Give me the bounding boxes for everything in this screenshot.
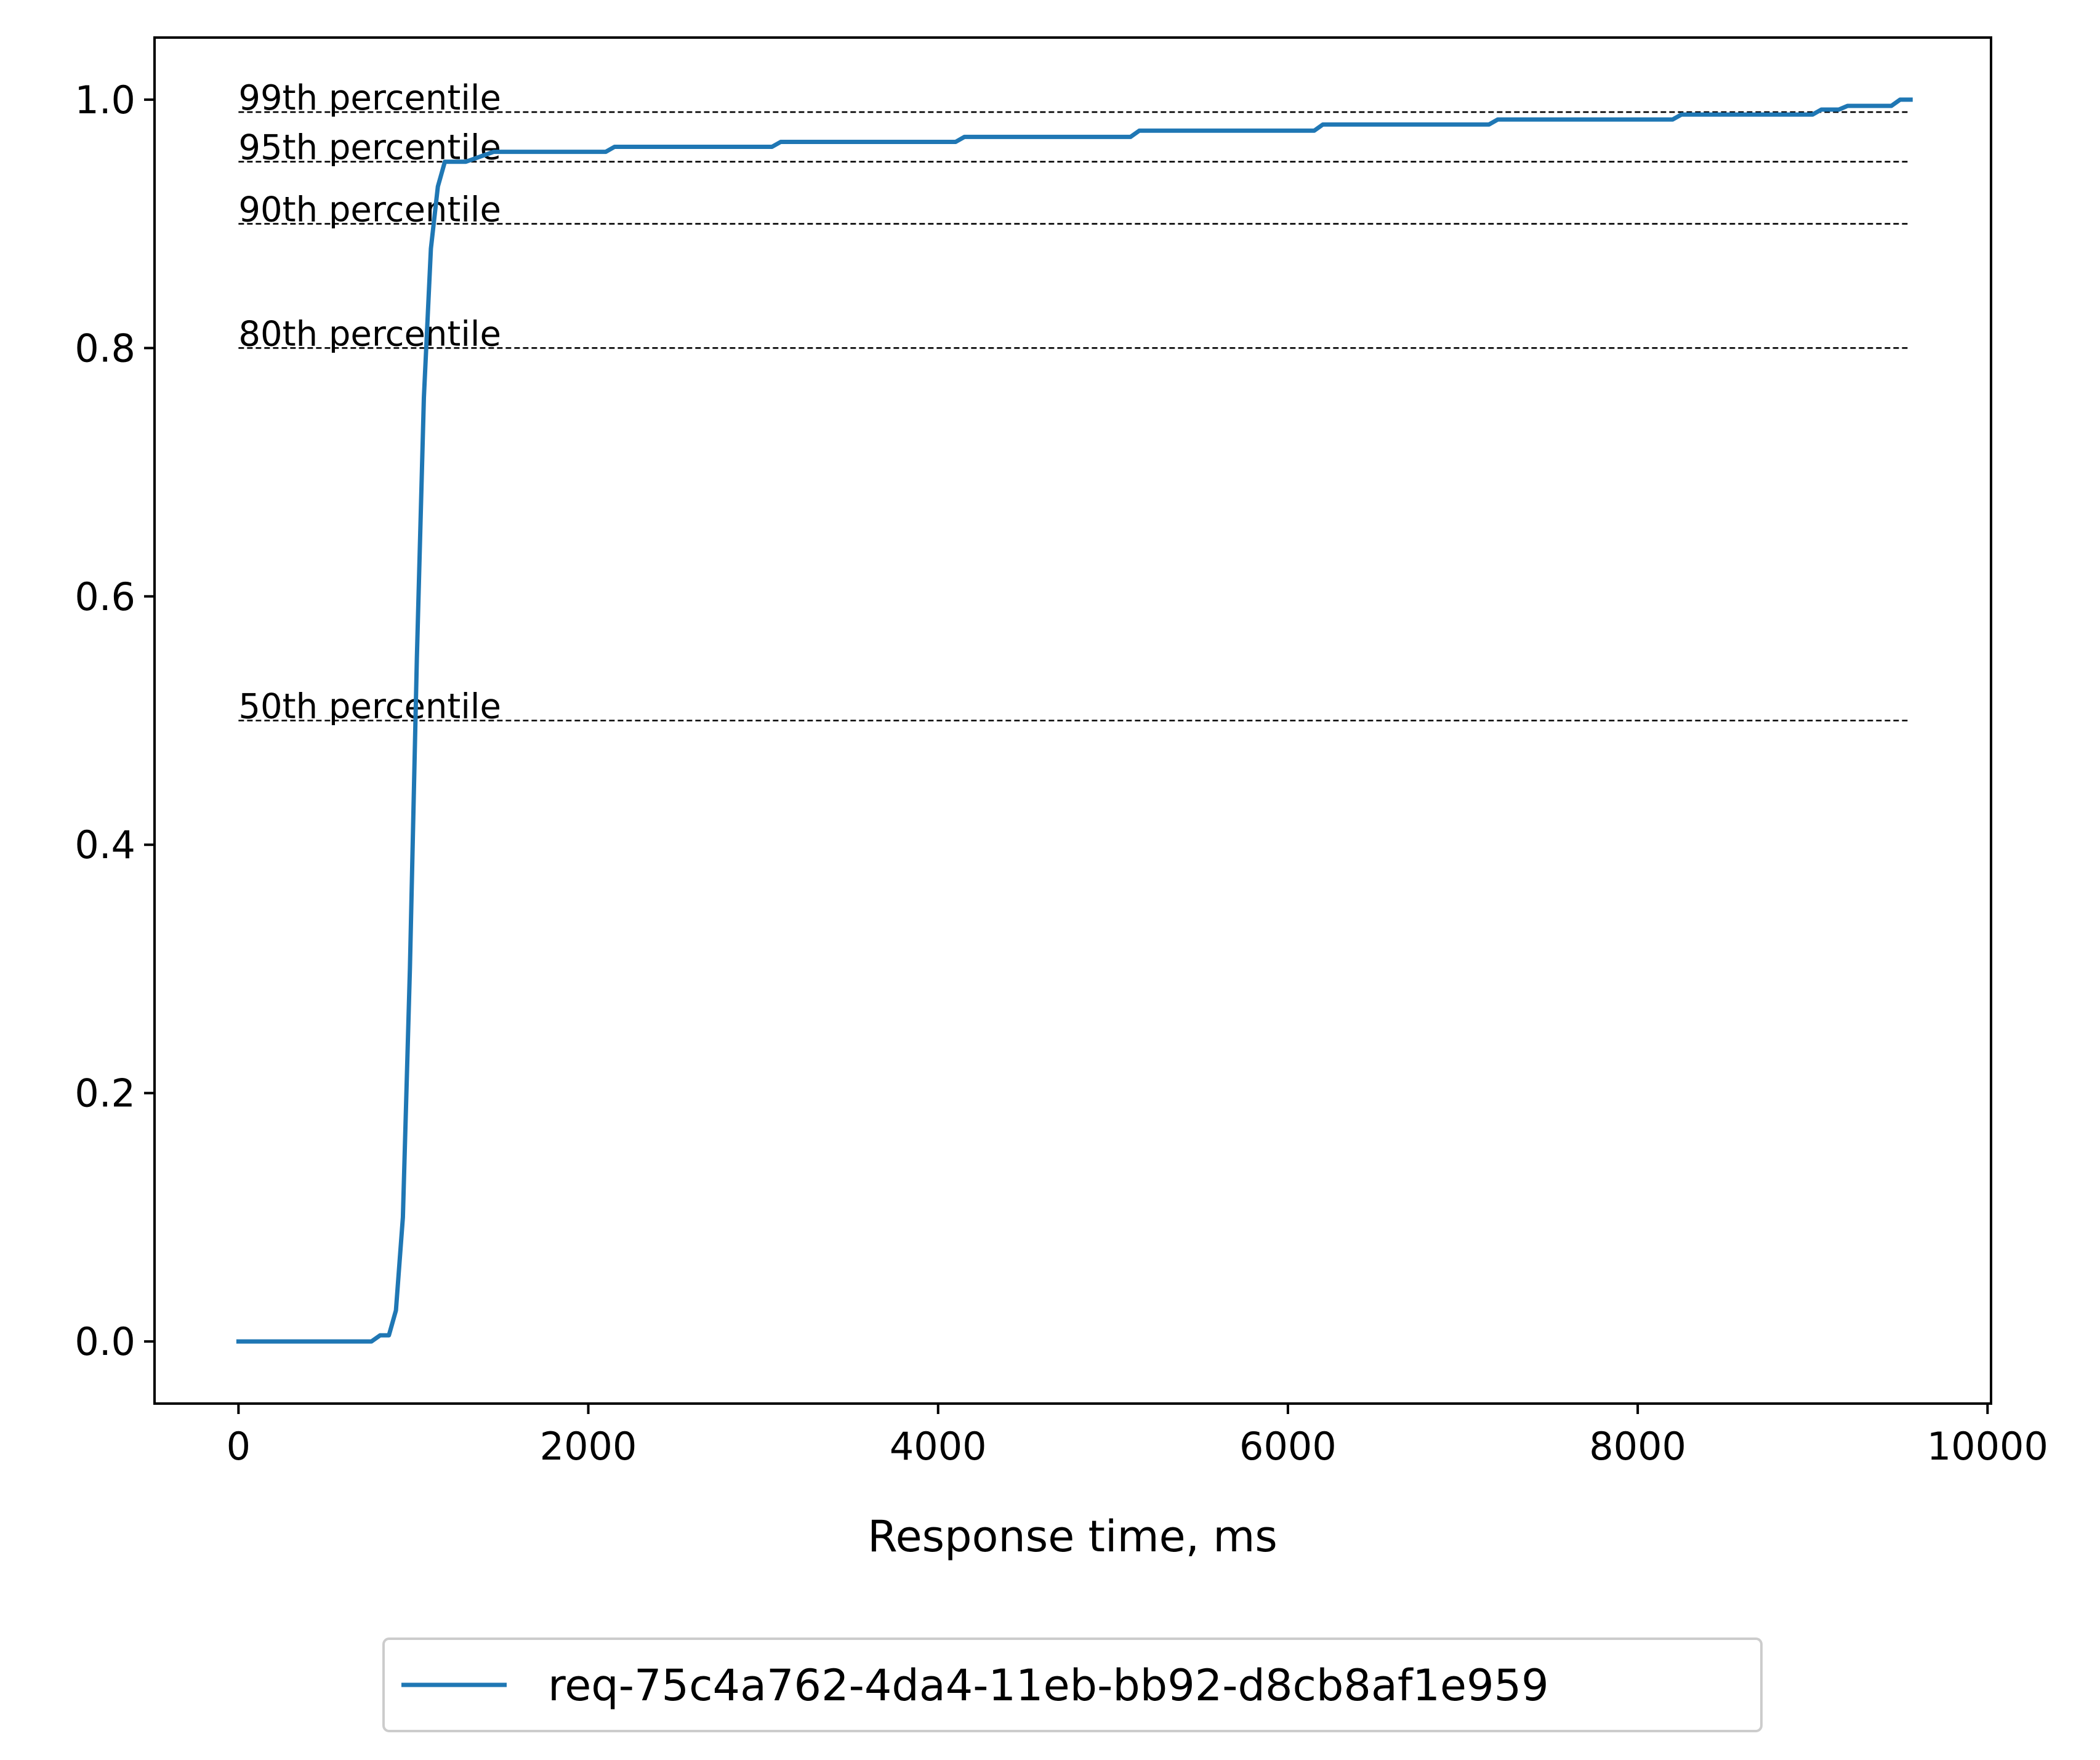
x-tick-label: 10000 <box>1927 1424 2048 1469</box>
x-tick-label: 0 <box>227 1424 251 1469</box>
y-tick-label: 0.4 <box>74 822 135 867</box>
reference-line-label: 90th percentile <box>238 190 501 230</box>
y-tick-label: 0.0 <box>74 1319 135 1364</box>
series-line <box>236 97 1913 1344</box>
y-tick-label: 0.8 <box>74 326 135 371</box>
y-axis: 0.0 0.2 0.4 0.6 0.8 1.0 <box>74 78 155 1364</box>
reference-line-label: 99th percentile <box>238 78 501 118</box>
series-layer <box>236 97 1913 1344</box>
x-axis: 0 2000 4000 6000 8000 10000 <box>227 1404 2048 1469</box>
legend: req-75c4a762-4da4-11eb-bb92-d8cb8af1e959 <box>382 1637 1763 1732</box>
legend-entry-label: req-75c4a762-4da4-11eb-bb92-d8cb8af1e959 <box>548 1660 1549 1711</box>
x-tick-label: 8000 <box>1589 1424 1686 1469</box>
y-tick-label: 0.2 <box>74 1071 135 1116</box>
x-tick-label: 2000 <box>540 1424 637 1469</box>
x-axis-title: Response time, ms <box>867 1511 1277 1562</box>
plot-frame <box>153 36 1992 1405</box>
x-tick-label: 4000 <box>890 1424 987 1469</box>
x-tick-label: 6000 <box>1239 1424 1337 1469</box>
reference-line-label: 80th percentile <box>238 314 501 354</box>
legend-frame <box>382 1637 1763 1732</box>
reference-lines <box>238 111 1911 721</box>
y-tick-label: 1.0 <box>74 78 135 123</box>
y-tick-label: 0.6 <box>74 574 135 619</box>
reference-line-label: 50th percentile <box>238 687 501 727</box>
